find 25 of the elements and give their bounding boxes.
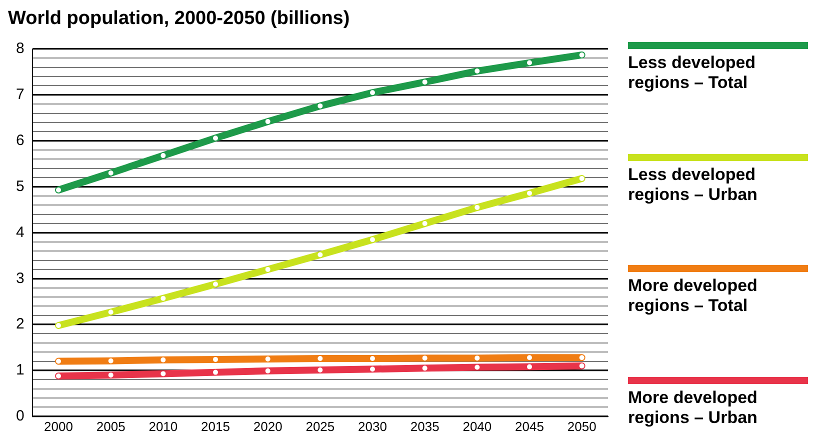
text: Less developed regions – Total (628, 53, 757, 93)
y-tick-label: 1 (16, 362, 24, 379)
x-tick-label: 2030 (358, 418, 387, 434)
x-tick-label: 2020 (253, 418, 282, 434)
chart-title: World population, 2000-2050 (billions) (8, 8, 351, 30)
x-tick-label: 2000 (44, 418, 73, 434)
x-tick-label: 2015 (201, 418, 230, 434)
x-tick-label: 2040 (462, 418, 492, 434)
y-tick-label: 0 (16, 408, 24, 425)
y-tick-label: 7 (16, 86, 24, 104)
x-tick-label: 2005 (96, 418, 126, 434)
y-tick-label: 6 (16, 132, 24, 149)
x-tick-label: 2025 (306, 418, 335, 434)
y-tick-label: 2 (16, 316, 24, 333)
text: More developed regions – Urban (628, 388, 758, 428)
y-tick-label: 3 (16, 270, 24, 287)
x-tick-label: 2035 (410, 418, 440, 434)
y-tick-label: 5 (16, 178, 24, 195)
x-tick-label: 2010 (148, 418, 178, 434)
text: Less developed regions – Urban (628, 164, 758, 205)
y-tick-label: 4 (16, 224, 24, 241)
y-tick-label: 8 (16, 40, 24, 58)
x-tick-label: 2050 (567, 418, 596, 434)
text: More developed regions – Total (628, 276, 758, 316)
x-tick-label: 2045 (515, 418, 544, 434)
